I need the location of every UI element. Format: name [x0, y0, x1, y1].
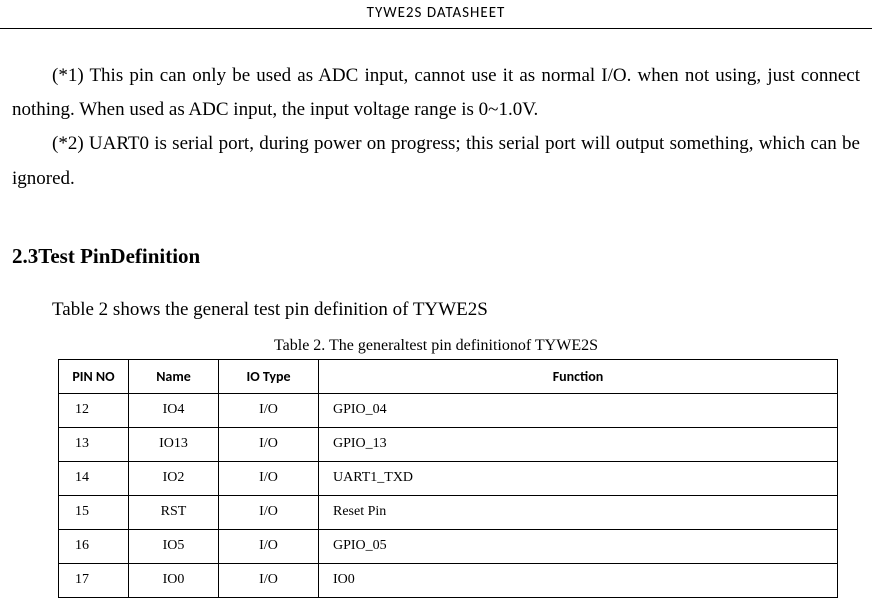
- cell-io-type: I/O: [219, 563, 319, 597]
- note-2-text: (*2) UART0 is serial port, during power …: [12, 133, 860, 188]
- cell-io-type: I/O: [219, 495, 319, 529]
- cell-io-type: I/O: [219, 461, 319, 495]
- cell-pin-no: 13: [59, 427, 129, 461]
- pin-definition-table: PIN NO Name IO Type Function 12 IO4 I/O …: [58, 359, 838, 598]
- cell-function: GPIO_04: [319, 393, 838, 427]
- note-2: (*2) UART0 is serial port, during power …: [12, 127, 860, 195]
- cell-function: IO0: [319, 563, 838, 597]
- cell-io-type: I/O: [219, 529, 319, 563]
- cell-function: GPIO_05: [319, 529, 838, 563]
- cell-pin-no: 17: [59, 563, 129, 597]
- table-row: 12 IO4 I/O GPIO_04: [59, 393, 838, 427]
- cell-name: IO5: [129, 529, 219, 563]
- section-intro-text: Table 2 shows the general test pin defin…: [52, 299, 488, 320]
- header-io-type: IO Type: [219, 359, 319, 393]
- table-caption: Table 2. The generaltest pin definitiono…: [12, 337, 860, 355]
- section-intro: Table 2 shows the general test pin defin…: [12, 293, 860, 327]
- cell-pin-no: 14: [59, 461, 129, 495]
- cell-pin-no: 15: [59, 495, 129, 529]
- table-row: 14 IO2 I/O UART1_TXD: [59, 461, 838, 495]
- cell-name: IO2: [129, 461, 219, 495]
- table-row: 16 IO5 I/O GPIO_05: [59, 529, 838, 563]
- cell-pin-no: 12: [59, 393, 129, 427]
- table-row: 17 IO0 I/O IO0: [59, 563, 838, 597]
- header-name: Name: [129, 359, 219, 393]
- note-1: (*1) This pin can only be used as ADC in…: [12, 59, 860, 127]
- cell-name: IO4: [129, 393, 219, 427]
- table-row: 13 IO13 I/O GPIO_13: [59, 427, 838, 461]
- section-heading: 2.3Test PinDefinition: [12, 244, 860, 269]
- cell-pin-no: 16: [59, 529, 129, 563]
- header-pin-no: PIN NO: [59, 359, 129, 393]
- note-1-text: (*1) This pin can only be used as ADC in…: [12, 65, 860, 120]
- cell-name: IO0: [129, 563, 219, 597]
- header-function: Function: [319, 359, 838, 393]
- cell-name: RST: [129, 495, 219, 529]
- cell-function: UART1_TXD: [319, 461, 838, 495]
- document-header: TYWE2S DATASHEET: [0, 0, 872, 29]
- table-header-row: PIN NO Name IO Type Function: [59, 359, 838, 393]
- cell-name: IO13: [129, 427, 219, 461]
- cell-function: GPIO_13: [319, 427, 838, 461]
- content-area: (*1) This pin can only be used as ADC in…: [0, 29, 872, 598]
- cell-function: Reset Pin: [319, 495, 838, 529]
- cell-io-type: I/O: [219, 393, 319, 427]
- cell-io-type: I/O: [219, 427, 319, 461]
- document-title: TYWE2S DATASHEET: [367, 4, 506, 22]
- table-row: 15 RST I/O Reset Pin: [59, 495, 838, 529]
